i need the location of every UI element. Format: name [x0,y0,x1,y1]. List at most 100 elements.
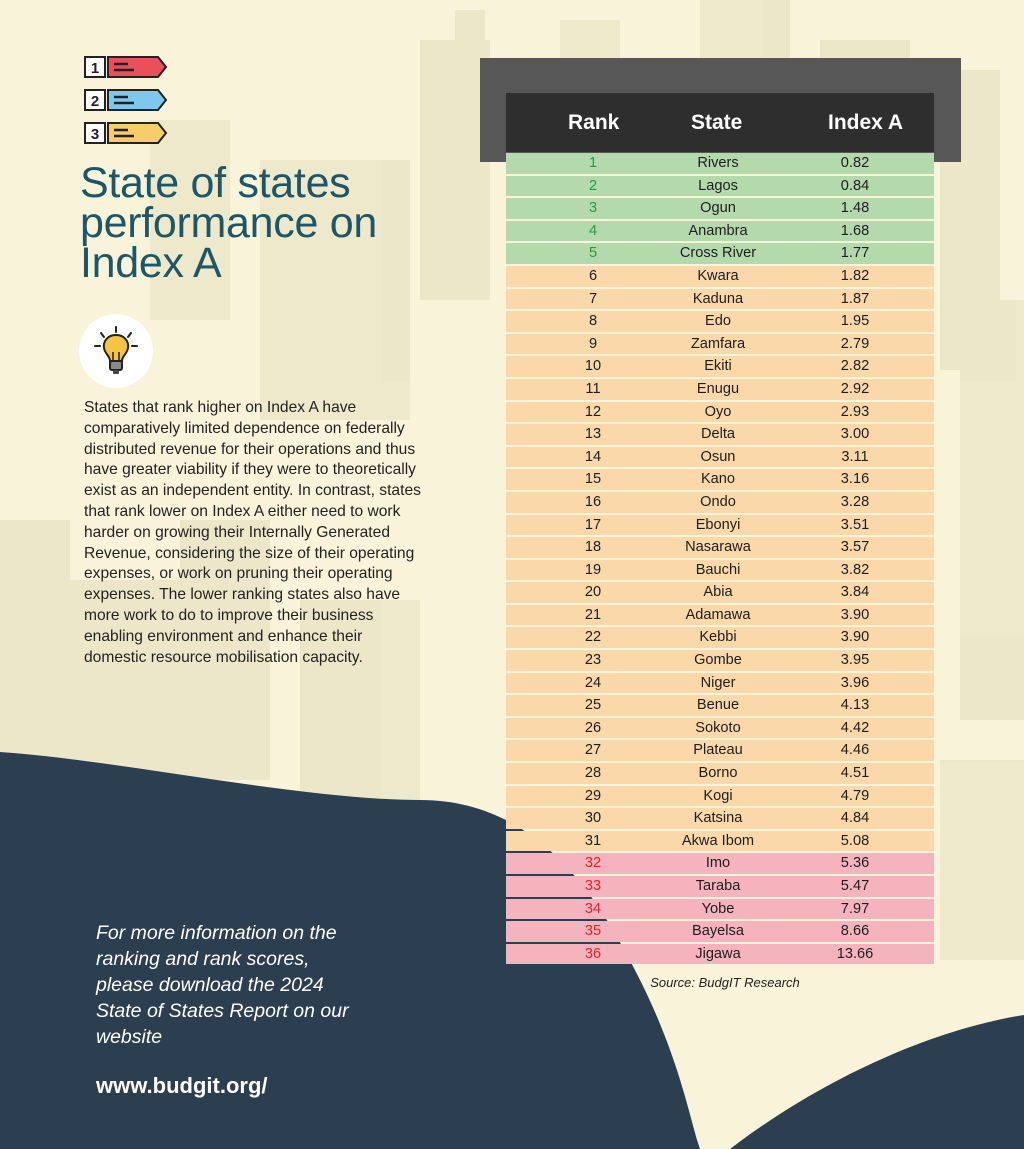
lightbulb-icon [94,326,138,374]
table-row: 7 Kaduna 1.87 [506,288,934,310]
index-value-cell: 3.51 [840,516,870,533]
rank-cell: 10 [584,358,602,375]
state-cell: Katsina [693,810,743,827]
table-row: 33 Taraba 5.47 [506,876,934,897]
index-value-cell: 3.90 [840,629,870,646]
index-value-cell: 3.95 [840,652,870,669]
state-cell: Zamfara [690,335,746,352]
rank-cell: 31 [584,832,602,849]
table-row: 28 Borno 4.51 [506,763,934,784]
table-row: 10 Ekiti 2.82 [506,356,934,377]
column-header-state: State [691,111,743,134]
index-value-cell: 3.57 [840,539,870,556]
table-row: 32 Imo 5.36 [506,853,934,874]
description-paragraph: States that rank higher on Index A have … [84,399,421,666]
rank-cell: 11 [585,380,601,397]
table-row: 25 Benue 4.13 [506,695,934,716]
index-value-cell: 5.08 [840,832,870,849]
table-row: 8 Edo 1.95 [506,311,934,332]
state-cell: Adamawa [685,606,751,623]
state-cell: Ondo [700,493,736,510]
state-cell: Anambra [688,222,748,239]
table-row: 36 Jigawa 13.66 [506,943,934,965]
rank-cell: 26 [584,719,602,736]
rank-cell: 23 [584,652,602,669]
state-cell: Bauchi [695,561,741,578]
rank-cell: 24 [584,674,602,691]
index-value-cell: 1.68 [840,222,870,239]
wave-right [730,1015,1024,1149]
index-value-cell: 3.96 [840,674,870,691]
table-row: 14 Osun 3.11 [506,446,934,468]
rank-cell: 5 [588,245,598,262]
more-info-text: For more information on the ranking and … [96,922,349,1048]
state-cell: Ebonyi [695,516,741,533]
index-value-cell: 5.47 [840,878,870,894]
index-value-cell: 4.42 [840,719,870,736]
table-row: 31 Akwa Ibom 5.08 [506,830,934,852]
state-cell: Oyo [704,403,732,420]
rank-cell: 19 [584,561,602,578]
state-cell: Borno [698,765,738,782]
table-row: 11 Enugu 2.92 [506,378,934,400]
rank-cell: 15 [584,471,602,488]
rank-cell: 7 [588,290,598,307]
table-row: 24 Niger 3.96 [506,672,934,694]
rank-cell: 32 [584,855,602,872]
table-row: 9 Zamfara 2.79 [506,333,934,355]
state-cell: Kaduna [692,290,744,307]
index-value-cell: 2.92 [840,380,870,397]
rank-cell: 22 [584,629,602,646]
rank-cell: 36 [584,945,602,962]
table-row: 12 Oyo 2.93 [506,401,934,423]
state-cell: Delta [700,426,736,443]
rank-cell: 33 [584,878,602,894]
index-value-cell: 3.84 [840,584,870,601]
index-value-cell: 3.00 [840,426,870,443]
rank-cell: 21 [584,606,602,623]
table-row: 18 Nasarawa 3.57 [506,537,934,558]
table-row: 29 Kogi 4.79 [506,785,934,807]
table-row: 30 Katsina 4.84 [506,808,934,829]
state-cell: Kano [700,471,736,488]
state-cell: Kwara [697,267,739,284]
index-value-cell: 4.13 [840,697,870,714]
table-body: 1 Rivers 0.82 2 Lagos 0.84 3 Ogun 1.48 4 Anambra 1.… [506,153,934,965]
legend-number-2: 2 [91,93,99,110]
table-row: 20 Abia 3.84 [506,582,934,603]
website-link[interactable]: www.budgit.org/ [96,1073,268,1098]
rank-cell: 14 [584,448,602,465]
index-value-cell: 3.28 [840,493,870,510]
state-cell: Osun [700,448,736,465]
source-note: Source: BudgIT Research [650,975,800,990]
index-value-cell: 2.93 [840,403,870,420]
index-value-cell: 2.82 [840,358,870,375]
table-row: 35 Bayelsa 8.66 [506,921,934,942]
index-value-cell: 4.79 [840,787,870,804]
state-cell: Bayelsa [692,923,744,940]
state-cell: Kebbi [699,629,737,646]
index-value-cell: 4.46 [840,742,870,759]
state-cell: Taraba [695,878,741,894]
table-row: 6 Kwara 1.82 [506,265,934,287]
state-cell: Imo [705,855,731,872]
column-header-rank: Rank [568,111,620,134]
index-value-cell: 1.87 [840,290,870,307]
table-row: 27 Plateau 4.46 [506,740,934,762]
table-row: 2 Lagos 0.84 [506,175,934,197]
state-cell: Plateau [693,742,743,759]
index-value-cell: 4.51 [840,765,870,782]
rank-cell: 12 [584,403,602,420]
index-value-cell: 4.84 [840,810,870,827]
index-value-cell: 3.82 [840,561,870,578]
rank-cell: 27 [584,742,602,759]
rank-cell: 3 [588,200,598,217]
state-cell: Niger [700,674,736,691]
state-cell: Akwa Ibom [681,832,755,849]
state-cell: Abia [703,584,733,601]
rank-cell: 28 [584,765,602,782]
table-row: 17 Ebonyi 3.51 [506,514,934,536]
table-row: 23 Gombe 3.95 [506,650,934,671]
state-cell: Ekiti [704,358,732,375]
state-cell: Edo [705,313,731,330]
